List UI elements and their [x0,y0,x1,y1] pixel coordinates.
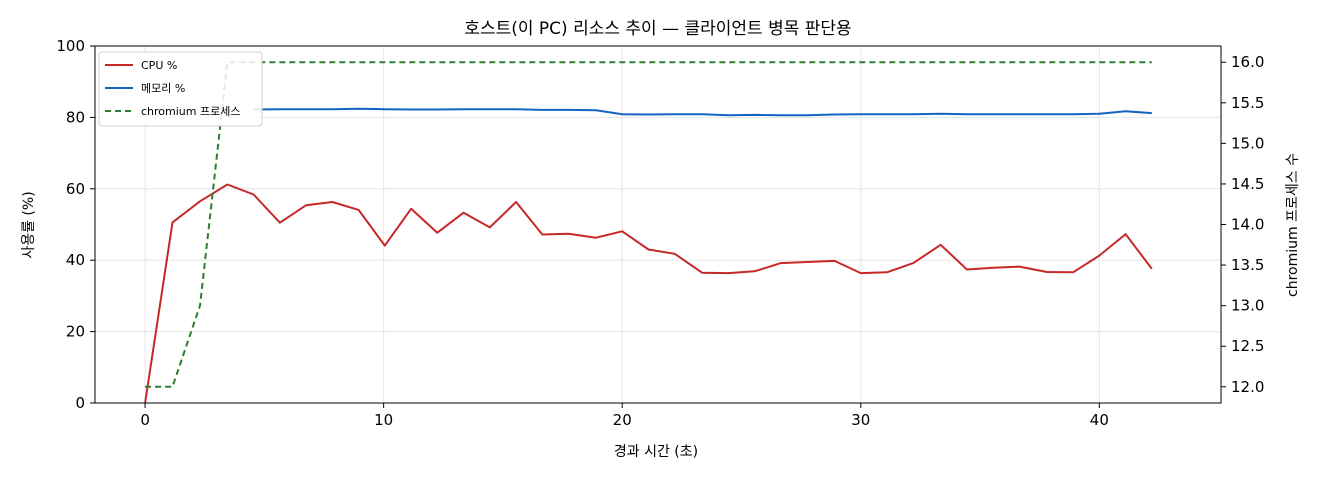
x-tick-label: 10 [374,411,393,429]
chart-title: 호스트(이 PC) 리소스 추이 — 클라이언트 병목 판단용 [464,19,851,39]
x-axis-label: 경과 시간 (초) [614,444,698,460]
y-tick-label: 100 [56,37,85,55]
y-axis-left: 0 20 40 60 80 100 [56,37,95,412]
x-tick-label: 30 [851,411,870,429]
legend-label: CPU % [141,59,177,72]
y-tick-label: 20 [66,323,85,341]
y2-tick-label: 13.0 [1231,297,1264,315]
y-tick-label: 40 [66,251,85,269]
y2-tick-label: 15.5 [1231,94,1264,112]
y2-tick-label: 12.5 [1231,337,1264,355]
y-tick-label: 80 [66,108,85,126]
y2-tick-label: 14.0 [1231,216,1264,234]
grid [95,45,1221,404]
series-line-0 [144,183,1153,404]
y-tick-label: 60 [66,180,85,198]
series-line-2 [145,61,1152,388]
legend-label: 메모리 % [141,82,185,95]
series-line-1 [253,107,1152,117]
x-tick-label: 0 [140,411,150,429]
y2-tick-label: 12.0 [1231,378,1264,396]
plot-frame [94,45,1222,404]
x-tick-label: 40 [1090,411,1109,429]
legend-box [98,51,263,127]
x-axis: 0 10 20 30 40 [140,403,1109,429]
y-axis-right: 12.0 12.5 13.0 13.5 14.0 14.5 15.0 15.5 16.0 [1221,53,1264,396]
y2-tick-label: 13.5 [1231,256,1264,274]
y-tick-label: 0 [75,394,85,412]
x-tick-label: 20 [613,411,632,429]
y2-axis-label: chromium 프로세스 수 [1285,153,1301,297]
y2-tick-label: 16.0 [1231,53,1264,71]
legend: CPU % 메모리 % chromium 프로세스 [98,51,263,127]
series-layer [144,61,1153,404]
y2-tick-label: 15.0 [1231,134,1264,152]
legend-label: chromium 프로세스 [141,105,240,118]
y2-tick-label: 14.5 [1231,175,1264,193]
y-axis-label: 사용률 (%) [21,191,37,258]
